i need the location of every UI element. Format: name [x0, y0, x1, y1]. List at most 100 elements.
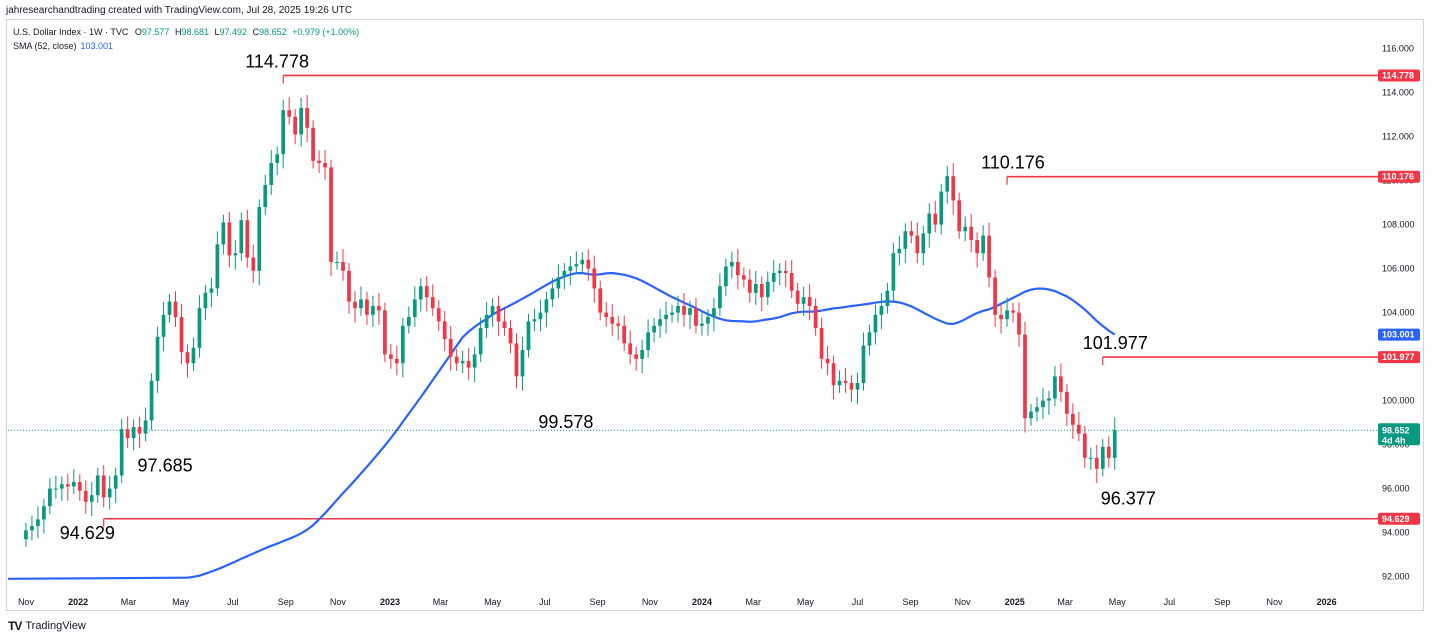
- candle-body: [293, 116, 298, 135]
- symbol-name[interactable]: U.S. Dollar Index · 1W · TVC: [13, 27, 129, 37]
- candle-body: [1065, 391, 1069, 414]
- candle-body: [526, 321, 531, 350]
- candle-body: [825, 358, 830, 364]
- candle-body: [424, 286, 429, 298]
- candle-body: [993, 277, 997, 315]
- candle-body: [556, 277, 561, 289]
- candle-body: [1112, 430, 1117, 458]
- tradingview-brand: TradingView: [25, 620, 86, 632]
- candle-body: [209, 288, 214, 293]
- candle-body: [71, 482, 76, 487]
- sma-line-start: [7, 576, 188, 580]
- candle-body: [981, 235, 985, 254]
- candle-body: [813, 306, 818, 328]
- candle-body: [759, 284, 764, 298]
- last-price-label: 98.652: [1382, 425, 1410, 435]
- price-tags: 114.778 110.176 103.001 101.977 94.629 98.652…: [1378, 69, 1420, 525]
- candle-body: [1088, 457, 1093, 459]
- candle-body: [939, 191, 944, 225]
- candle-body: [616, 323, 621, 326]
- candle-body: [59, 484, 64, 489]
- y-tick-label: 104.000: [1382, 308, 1415, 318]
- candle-body: [197, 308, 202, 348]
- x-tick-label: Mar: [745, 597, 761, 607]
- candle-body: [406, 317, 411, 326]
- candle-body: [484, 314, 489, 328]
- candle-body: [496, 306, 501, 322]
- price-tag: [1378, 69, 1420, 82]
- candle-body: [131, 427, 136, 438]
- candle-body: [957, 200, 962, 232]
- candle-body: [921, 233, 926, 254]
- open-value: 97.577: [141, 27, 170, 37]
- candle-body: [538, 312, 543, 320]
- candle-body: [287, 110, 292, 117]
- sma-label[interactable]: SMA (52, close): [13, 41, 77, 51]
- tradingview-footer[interactable]: TV TradingView: [8, 619, 86, 633]
- candle-body: [592, 268, 597, 289]
- price-tag: [1378, 351, 1420, 364]
- candle-body: [568, 266, 573, 271]
- candle-body: [843, 380, 848, 383]
- candle-body: [227, 222, 232, 256]
- y-tick-label: 108.000: [1382, 220, 1415, 230]
- close-label: C: [252, 27, 260, 37]
- x-tick-label: Jul: [852, 597, 864, 607]
- candle-body: [335, 262, 339, 263]
- candle-body: [879, 306, 884, 315]
- candle-body: [598, 288, 603, 313]
- x-tick-label: Nov: [18, 597, 35, 607]
- candle-body: [365, 299, 369, 315]
- candle-body: [490, 306, 495, 315]
- x-tick-label: Mar: [1057, 597, 1073, 607]
- candle-body: [807, 297, 812, 306]
- candle-body: [1071, 413, 1075, 425]
- low-label: L: [214, 27, 220, 37]
- x-axis[interactable]: Nov 2022 Mar May Jul Sep Nov 2023 Mar May Jul Sep No…: [18, 597, 1337, 607]
- chart-panel[interactable]: [6, 19, 1424, 611]
- candle-body: [724, 266, 728, 287]
- candle-body: [137, 427, 142, 434]
- candle-body: [586, 259, 591, 269]
- sma-legend: SMA (52, close) 103.001: [13, 41, 113, 51]
- candle-body: [42, 506, 46, 520]
- candle-body: [1082, 433, 1087, 458]
- y-tick-label: 94.000: [1382, 528, 1410, 538]
- candle-body: [1076, 424, 1081, 434]
- x-tick-label: Nov: [955, 597, 972, 607]
- candle-body: [789, 273, 794, 291]
- candle-body: [777, 270, 782, 273]
- candle-body: [969, 226, 974, 240]
- candle-body: [436, 308, 441, 322]
- x-tick-label: Jul: [1164, 597, 1176, 607]
- candle-body: [1059, 376, 1063, 392]
- candle-body: [430, 297, 435, 309]
- candle-body: [1017, 312, 1021, 335]
- candle-body: [1005, 310, 1009, 320]
- y-tick-label: 96.000: [1382, 484, 1410, 494]
- candle-body: [765, 281, 770, 298]
- candle-body: [191, 347, 196, 364]
- candle-body: [652, 325, 656, 333]
- candle-body: [203, 292, 208, 309]
- candle-body: [359, 299, 363, 309]
- candle-body: [371, 306, 375, 315]
- candle-body: [48, 488, 52, 507]
- candle-body: [466, 361, 471, 368]
- x-tick-label: Sep: [590, 597, 606, 607]
- price-tag-label: 101.977: [1382, 352, 1415, 362]
- candle-body: [101, 475, 106, 498]
- price-tag-label: 114.778: [1382, 70, 1414, 80]
- candle-body: [125, 429, 130, 438]
- candle-body: [377, 306, 381, 311]
- candle-body: [113, 475, 118, 489]
- candle-body: [83, 490, 88, 502]
- candle-body: [185, 352, 190, 364]
- candle-body: [269, 163, 274, 185]
- candle-body: [580, 259, 585, 265]
- candle-body: [1100, 446, 1105, 469]
- x-tick-label: 2024: [692, 597, 712, 607]
- candle-body: [173, 301, 178, 317]
- y-axis[interactable]: 92.00094.00096.00098.000100.000102.00010…: [1382, 44, 1415, 582]
